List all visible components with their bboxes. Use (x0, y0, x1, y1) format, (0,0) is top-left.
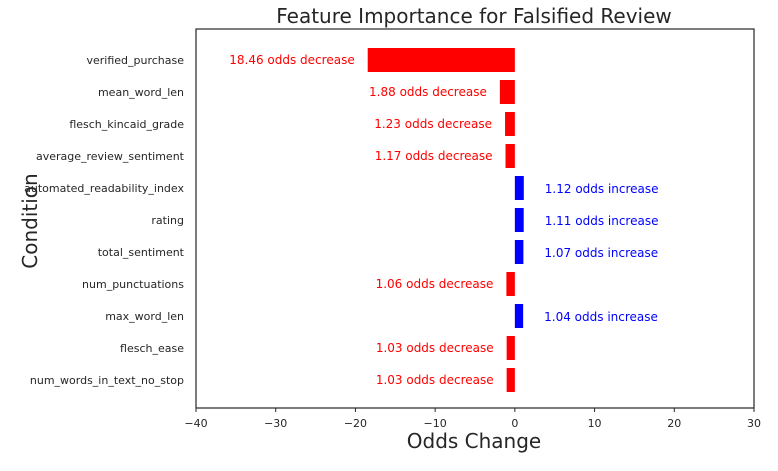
plot-frame (195, 28, 755, 409)
bar-data-label: 1.03 odds decrease (376, 341, 494, 355)
bar-data-label: 1.07 odds increase (544, 246, 658, 260)
bar-flesch-kincaid-grade (505, 112, 515, 136)
plot-area: verified_purchase 18.46 odds decrease mean… (24, 28, 761, 430)
y-tick-label: max_word_len (105, 310, 184, 323)
x-tick-label: 20 (667, 417, 681, 430)
y-tick-label: average_review_sentiment (36, 150, 185, 163)
x-tick-label: −10 (424, 417, 447, 430)
y-axis-label: Condition (18, 173, 42, 268)
bar-data-label: 1.06 odds decrease (376, 277, 494, 291)
chart-title: Feature Importance for Falsified Review (276, 4, 672, 28)
y-tick-label: flesch_ease (120, 342, 184, 355)
bar-verified-purchase (367, 48, 515, 72)
bar-data-label: 1.88 odds decrease (369, 85, 487, 99)
bar-num-words-in-text-no-stop (506, 368, 515, 392)
x-axis-label: Odds Change (407, 429, 541, 453)
x-tick-label: −30 (264, 417, 287, 430)
bar-data-label: 1.23 odds decrease (374, 117, 492, 131)
bar-max-word-len (514, 304, 524, 328)
bar-data-label: 1.03 odds decrease (376, 373, 494, 387)
x-tick-label: −20 (344, 417, 367, 430)
bar-data-label: 1.04 odds increase (544, 310, 658, 324)
x-tick-label: 10 (588, 417, 602, 430)
bar-rating (514, 208, 524, 232)
y-tick-label: mean_word_len (98, 86, 184, 99)
x-tick-label: 0 (511, 417, 518, 430)
bar-num-punctuations (506, 272, 515, 296)
bar-data-label: 1.12 odds increase (545, 182, 659, 196)
x-tick-label: 30 (747, 417, 761, 430)
bar-mean-word-len (499, 80, 515, 104)
y-tick-label: num_punctuations (82, 278, 184, 291)
bar-data-label: 1.11 odds increase (545, 214, 659, 228)
bar-data-label: 18.46 odds decrease (229, 53, 354, 67)
bar-data-label: 1.17 odds decrease (375, 149, 493, 163)
y-tick-label: flesch_kincaid_grade (69, 118, 184, 131)
y-tick-label: num_words_in_text_no_stop (30, 374, 184, 387)
bar-average-review-sentiment (505, 144, 515, 168)
bar-total-sentiment (514, 240, 524, 264)
y-tick-label: rating (151, 214, 184, 227)
y-tick-label: automated_readability_index (24, 182, 184, 195)
x-tick-label: −40 (184, 417, 207, 430)
bar-automated-readability-index (514, 176, 524, 200)
y-tick-label: total_sentiment (98, 246, 185, 259)
bar-flesch-ease (506, 336, 515, 360)
y-tick-label: verified_purchase (86, 54, 184, 67)
